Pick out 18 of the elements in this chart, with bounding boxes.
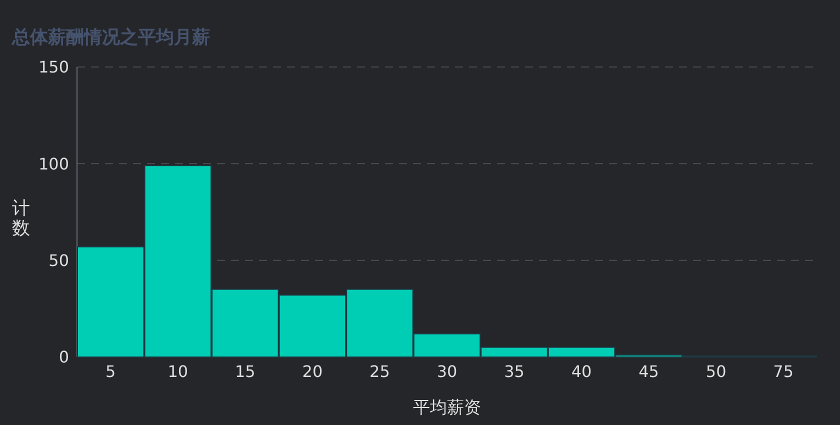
y-axis-title: 计数 xyxy=(12,198,30,239)
x-tick-label: 50 xyxy=(706,362,726,381)
x-tick-label: 5 xyxy=(106,362,116,381)
x-axis-title: 平均薪资 xyxy=(413,398,481,418)
x-tick-label: 30 xyxy=(436,362,458,381)
y-tick-label: 100 xyxy=(38,154,69,174)
x-tick-label: 25 xyxy=(370,362,390,381)
chart-title: 总体薪酬情况之平均月薪 xyxy=(11,27,210,48)
y-tick-label: 50 xyxy=(48,250,69,270)
x-tick-label: 10 xyxy=(168,362,188,381)
x-tick-label: 15 xyxy=(235,362,256,381)
x-tick-label: 75 xyxy=(773,362,794,381)
y-tick-label: 150 xyxy=(38,58,69,77)
x-tick-label: 35 xyxy=(504,362,524,381)
x-tick-label: 40 xyxy=(571,362,592,381)
y-tick-label: 0 xyxy=(58,348,69,367)
x-tick-label: 20 xyxy=(302,362,323,381)
x-tick-label: 45 xyxy=(638,362,659,381)
